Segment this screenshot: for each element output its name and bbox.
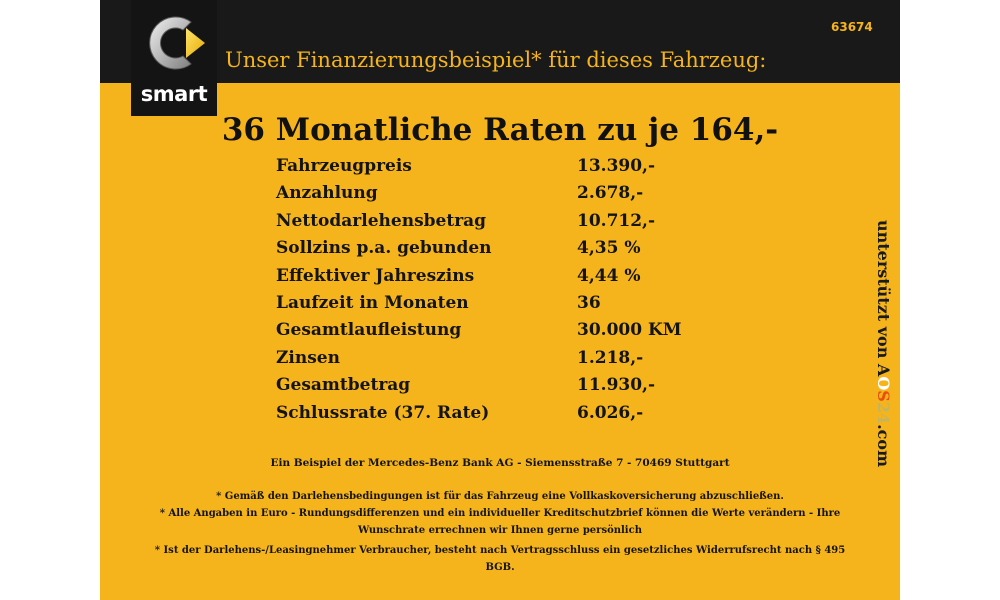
table-row: Zinsen 1.218,- — [276, 348, 696, 375]
row-value: 10.712,- — [577, 210, 656, 231]
smart-logo-icon — [149, 16, 205, 70]
sponsor-credit: unterstützt von AOS24.com — [874, 220, 893, 467]
row-value: 2.678,- — [577, 183, 644, 204]
table-row: Gesamtlaufleistung 30.000 KM — [276, 320, 696, 347]
row-label: Gesamtbetrag — [276, 375, 411, 396]
table-row: Schlussrate (37. Rate) 6.026,- — [276, 403, 696, 430]
row-label: Nettodarlehensbetrag — [276, 210, 487, 231]
lender-line: Ein Beispiel der Mercedes-Benz Bank AG -… — [270, 457, 730, 469]
row-value: 4,35 % — [577, 238, 641, 259]
footnote-withdrawal: * Ist der Darlehens-/Leasingnehmer Verbr… — [154, 545, 846, 573]
table-row: Effektiver Jahreszins 4,44 % — [276, 266, 696, 293]
sponsor-suffix: .com — [874, 424, 893, 468]
footnotes: * Gemäß den Darlehensbedingungen ist für… — [140, 488, 860, 576]
row-label: Sollzins p.a. gebunden — [276, 238, 492, 259]
row-label: Laufzeit in Monaten — [276, 292, 469, 313]
table-row: Sollzins p.a. gebunden 4,35 % — [276, 238, 696, 265]
sponsor-brand-o: O — [874, 376, 893, 391]
sponsor-brand-s: S — [874, 390, 893, 402]
row-value: 11.930,- — [577, 375, 656, 396]
logo-text: smart — [140, 82, 208, 106]
row-value: 4,44 % — [577, 265, 641, 286]
table-row: Anzahlung 2.678,- — [276, 183, 696, 210]
footnote-insurance: * Gemäß den Darlehensbedingungen ist für… — [216, 491, 784, 502]
sponsor-text: unterstützt von AOS24.com — [874, 220, 893, 467]
row-value: 30.000 KM — [577, 320, 682, 341]
smart-logo: smart — [131, 0, 217, 116]
table-row: Nettodarlehensbetrag 10.712,- — [276, 211, 696, 238]
row-label: Fahrzeugpreis — [276, 156, 412, 176]
row-label: Zinsen — [276, 347, 340, 368]
table-row: Fahrzeugpreis 13.390,- — [276, 156, 696, 183]
row-label: Anzahlung — [276, 183, 378, 204]
row-value: 13.390,- — [577, 156, 656, 176]
footnote-rounding: * Alle Angaben in Euro - Rundungsdiffere… — [159, 508, 841, 536]
sponsor-brand-a: A — [874, 363, 893, 377]
main-title: 36 Monatliche Raten zu je 164,- — [221, 112, 779, 148]
reference-number: 63674 — [831, 20, 873, 34]
row-value: 6.026,- — [577, 402, 644, 423]
headline: Unser Finanzierungsbeispiel* für dieses … — [225, 48, 767, 72]
top-bar: 63674 Unser Finanzierungsbeispiel* für d… — [100, 0, 900, 83]
table-row: Gesamtbetrag 11.930,- — [276, 375, 696, 402]
table-row: Laufzeit in Monaten 36 — [276, 293, 696, 320]
financing-card: 63674 Unser Finanzierungsbeispiel* für d… — [100, 0, 900, 600]
row-label: Effektiver Jahreszins — [276, 265, 475, 286]
row-value: 36 — [577, 292, 601, 313]
row-value: 1.218,- — [577, 347, 644, 368]
sponsor-brand-24: 24 — [874, 401, 893, 425]
row-label: Gesamtlaufleistung — [276, 320, 462, 341]
sponsor-prefix: unterstützt von — [874, 220, 893, 364]
financing-table: Fahrzeugpreis 13.390,- Anzahlung 2.678,-… — [276, 156, 696, 430]
row-label: Schlussrate (37. Rate) — [276, 402, 490, 423]
